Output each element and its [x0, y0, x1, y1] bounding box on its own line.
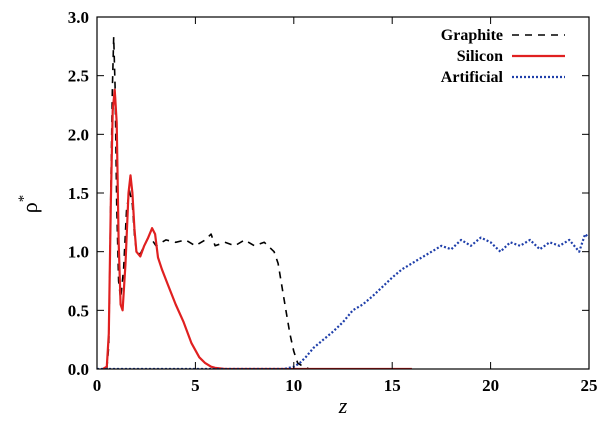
y-axis-label-superscript: *: [16, 195, 32, 203]
y-tick-label: 2.5: [68, 67, 89, 86]
y-tick-label: 2.0: [68, 125, 89, 144]
legend: Graphite Silicon Artificial: [441, 27, 565, 86]
y-tick-label: 3.0: [68, 8, 89, 27]
x-tick-label: 25: [581, 376, 598, 395]
y-axis-label: ρ*: [16, 195, 42, 213]
x-axis-label: z: [338, 393, 348, 418]
legend-label-artificial: Artificial: [441, 69, 504, 86]
ticks-layer: 0 5 10 15 20 25 0.0 0.5 1.0 1.5 2.0 2.5 3.0: [68, 8, 598, 395]
series-layer: [97, 36, 589, 369]
y-tick-label: 0.0: [68, 360, 89, 379]
legend-label-silicon: Silicon: [457, 48, 503, 65]
legend-label-graphite: Graphite: [441, 27, 503, 44]
y-tick-label: 1.5: [68, 184, 89, 203]
x-tick-label: 20: [482, 376, 499, 395]
y-tick-label: 0.5: [68, 301, 89, 320]
svg-text:ρ*: ρ*: [16, 195, 42, 213]
plot-frame: [96, 16, 590, 370]
series-line-silicon: [102, 88, 412, 369]
x-tick-label: 15: [384, 376, 401, 395]
x-tick-label: 5: [191, 376, 200, 395]
y-tick-label: 1.0: [68, 243, 89, 262]
x-tick-label: 10: [285, 376, 302, 395]
x-tick-label: 0: [93, 376, 102, 395]
y-axis-label-rho: ρ: [17, 202, 42, 213]
series-line-artificial: [97, 233, 589, 369]
series-line-graphite: [106, 36, 314, 369]
